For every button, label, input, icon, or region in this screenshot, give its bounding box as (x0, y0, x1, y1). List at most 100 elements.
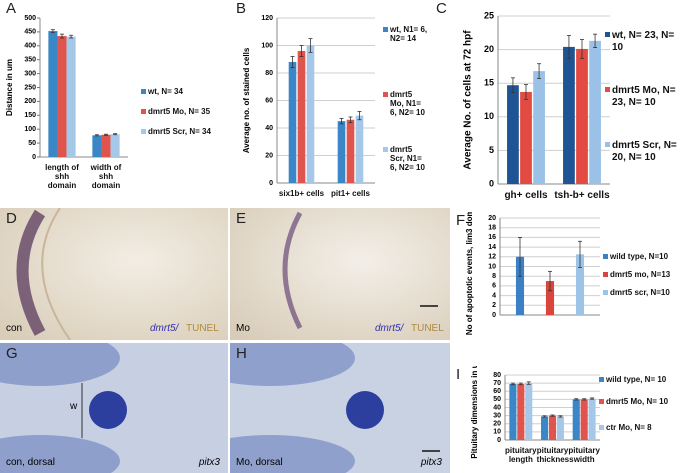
legend-label: dmrt5 Scr, N= 20, N= 10 (612, 140, 677, 163)
legend-label: wt, N= 34 (148, 87, 183, 96)
bar (576, 48, 588, 184)
legend-swatch (605, 142, 610, 147)
y-tick-label: 70 (493, 380, 501, 387)
y-tick-label: 20 (484, 44, 494, 54)
bar (548, 415, 557, 440)
y-tick-label: 350 (24, 57, 36, 64)
bar (525, 383, 533, 440)
error-bar (526, 381, 531, 385)
bar (556, 416, 564, 440)
y-tick-label: 0 (492, 312, 496, 319)
bar (507, 85, 519, 184)
y-tick-label: 10 (493, 429, 501, 436)
chart: 0 2 4 6 8 10 12 14 16 18 20 No of apoptotic events,… (465, 212, 608, 335)
legend-label: dmrt5 Scr, N= 34 (148, 127, 211, 136)
error-bar (518, 382, 523, 386)
pituitary (89, 391, 127, 429)
tissue-edge (41, 208, 71, 340)
bar (346, 119, 355, 183)
legend-swatch (141, 129, 146, 134)
bar (57, 36, 67, 157)
condition: Mo (236, 323, 250, 334)
stain: TUNEL (186, 323, 219, 334)
chart: 0 50 100 150 200 250 300 350 400 450 500 Distance i… (5, 15, 146, 161)
error-bar (50, 29, 55, 33)
y-tick-label: 250 (24, 84, 36, 91)
bar (589, 40, 601, 184)
error-bar (558, 415, 563, 418)
bar (545, 281, 555, 315)
y-axis-label: No of apoptotic events, lim3 domain (465, 212, 474, 335)
y-axis-label: Pituitary dimensions in um (470, 366, 479, 459)
bar (92, 135, 102, 157)
bar (563, 46, 575, 184)
measure-label: w (70, 401, 78, 412)
panel-letter: E (236, 210, 247, 227)
panel-letter: H (236, 345, 247, 362)
x-tick-label: six1b+ cells (278, 189, 325, 198)
error-bar (357, 111, 362, 121)
error-bar (113, 133, 118, 136)
legend-label: wild type, N=10 (610, 252, 669, 261)
chart: 0 5 10 15 20 25 Average No. of cells at 72 hpf (463, 10, 610, 188)
y-tick-label: 200 (24, 98, 36, 105)
bar (588, 398, 596, 440)
y-tick-label: 20 (493, 421, 501, 428)
y-tick-label: 30 (493, 412, 501, 419)
y-tick-label: 0 (269, 180, 273, 187)
y-tick-label: 4 (492, 292, 496, 299)
tissue (0, 343, 120, 386)
chart-panel: 0 50 100 150 200 250 300 350 400 450 500 Distance i… (0, 0, 230, 205)
stain (282, 211, 303, 330)
legend-label: wt, N= 23, N= 10 (612, 30, 675, 53)
legend-swatch (599, 425, 604, 430)
y-tick-label: 10 (488, 263, 496, 270)
y-axis-label: Distance in um (5, 59, 14, 116)
condition: con, dorsal (6, 457, 55, 468)
x-tick-label: length of shh domain (45, 163, 79, 191)
legend-label: wild type, N= 10 (606, 375, 667, 384)
bar (288, 62, 297, 183)
y-tick-label: 100 (261, 42, 273, 49)
error-bar (299, 45, 304, 57)
legend-label: dmrt5 Mo, N1= 6, N2= 10 (390, 90, 425, 118)
y-tick-label: 0 (489, 178, 494, 188)
y-tick-label: 14 (488, 244, 496, 251)
error-bar (348, 116, 353, 123)
bar (110, 134, 120, 157)
bar (541, 416, 549, 440)
legend-swatch (383, 27, 388, 32)
y-tick-label: 150 (24, 112, 36, 119)
y-tick-label: 10 (484, 111, 494, 121)
micrograph (0, 208, 228, 340)
chart-panel: 0 20 40 60 80 100 120 Average no. of stained ce… (230, 0, 430, 205)
legend-label: dmrt5 Mo, N= 35 (148, 107, 211, 116)
y-tick-label: 80 (265, 70, 273, 77)
micrograph (0, 343, 228, 473)
bar (517, 383, 525, 440)
legend-swatch (141, 89, 146, 94)
legend-swatch (599, 377, 604, 382)
tissue (230, 435, 355, 473)
bar (306, 45, 315, 183)
legend-swatch (599, 399, 604, 404)
error-bar (590, 397, 595, 400)
panel-letter: F (456, 212, 466, 229)
condition: con (6, 323, 23, 334)
panel-letter: B (236, 0, 247, 17)
error-bar (510, 382, 515, 386)
image-panel: E Mo dmrt5/ TUNEL (230, 208, 450, 340)
legend-swatch (605, 87, 610, 92)
legend-swatch (603, 290, 608, 295)
legend-swatch (383, 147, 388, 152)
y-tick-label: 20 (265, 152, 273, 159)
y-tick-label: 0 (497, 437, 501, 444)
bar (66, 36, 76, 157)
y-tick-label: 2 (492, 302, 496, 309)
error-bar (580, 39, 584, 59)
y-tick-label: 5 (489, 145, 494, 155)
error-bar (94, 134, 99, 137)
chart: 0 20 40 60 80 100 120 Average no. of stained ce… (242, 15, 388, 187)
error-bar (550, 414, 555, 417)
error-bar (69, 34, 74, 39)
